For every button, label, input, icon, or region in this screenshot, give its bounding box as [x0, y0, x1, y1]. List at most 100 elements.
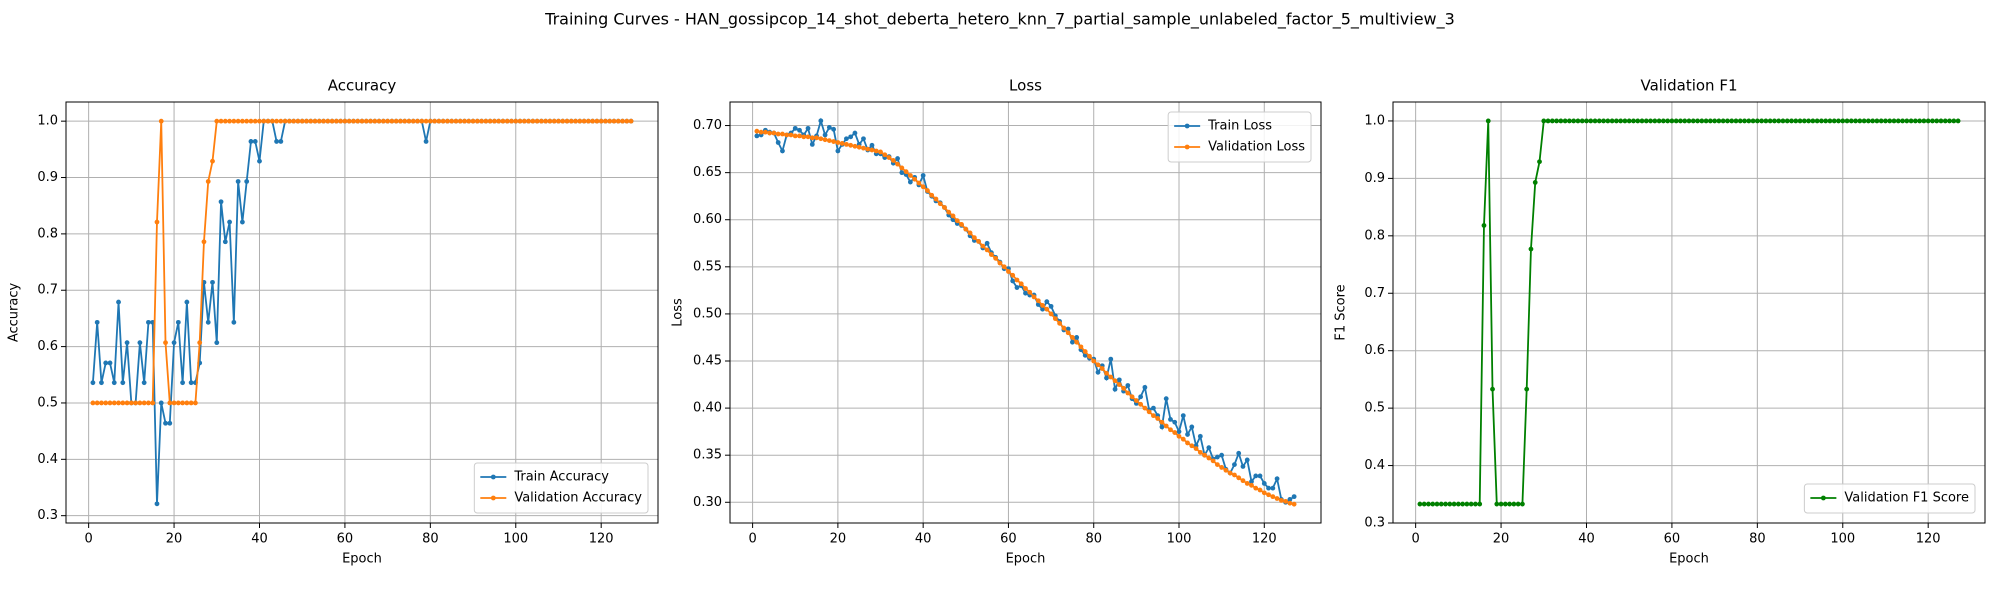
data-point	[1507, 501, 1513, 507]
y-tick-label: 0.4	[1364, 458, 1385, 473]
data-point	[1044, 306, 1050, 312]
data-point	[103, 360, 109, 366]
data-point	[984, 247, 990, 253]
data-point	[852, 143, 858, 149]
data-point	[154, 219, 160, 225]
data-point	[1108, 356, 1114, 362]
data-point	[1142, 405, 1148, 411]
data-point	[792, 125, 798, 131]
data-point	[1040, 303, 1045, 308]
data-point	[1554, 118, 1559, 124]
data-point	[257, 158, 262, 164]
data-point	[1451, 501, 1457, 507]
data-point	[193, 400, 198, 406]
data-point	[308, 118, 314, 124]
data-point	[137, 340, 143, 346]
data-point	[453, 118, 459, 124]
data-point	[1455, 501, 1461, 507]
data-point	[1579, 118, 1585, 124]
data-point	[1682, 118, 1688, 124]
data-point	[895, 156, 900, 161]
x-tick-label: 60	[1000, 532, 1017, 547]
data-point	[402, 118, 408, 124]
data-point	[1023, 286, 1028, 291]
y-tick-label: 0.45	[693, 354, 722, 369]
data-point	[1142, 384, 1148, 390]
data-point	[1274, 476, 1280, 482]
data-point	[814, 135, 819, 141]
data-point	[1673, 118, 1679, 124]
data-point	[1040, 306, 1045, 312]
data-point	[1460, 501, 1466, 507]
data-point	[1690, 118, 1696, 124]
data-point	[1168, 427, 1173, 433]
data-point	[581, 118, 587, 124]
data-point	[509, 118, 514, 124]
data-point	[577, 118, 583, 124]
data-point	[1057, 320, 1063, 326]
x-tick-label: 120	[1252, 532, 1277, 547]
data-point	[1180, 436, 1186, 442]
data-point	[1904, 118, 1910, 124]
data-point	[210, 279, 215, 285]
data-point	[231, 118, 237, 124]
data-point	[321, 118, 326, 124]
data-point	[1464, 501, 1470, 507]
data-point	[1712, 118, 1718, 124]
data-point	[1545, 118, 1551, 124]
data-point	[1146, 409, 1152, 415]
data-point	[99, 400, 104, 406]
data-point	[844, 136, 849, 142]
data-point	[1266, 485, 1271, 491]
data-point	[1485, 118, 1491, 124]
y-axis-label: Accuracy	[7, 283, 22, 343]
data-point	[496, 118, 502, 124]
data-point	[882, 152, 888, 158]
data-point	[1951, 118, 1957, 124]
data-point	[1912, 118, 1918, 124]
data-point	[1596, 118, 1602, 124]
x-axis-label: Epoch	[1669, 552, 1709, 567]
data-point	[1716, 118, 1722, 124]
data-point	[1558, 118, 1564, 124]
y-tick-label: 0.55	[693, 259, 722, 274]
data-point	[801, 134, 807, 140]
data-point	[171, 340, 177, 346]
data-point	[1622, 118, 1628, 124]
data-point	[826, 138, 832, 144]
data-point	[1133, 398, 1139, 403]
data-point	[1091, 358, 1097, 364]
data-point	[1116, 382, 1122, 387]
data-point	[1473, 501, 1478, 507]
data-point	[261, 118, 267, 124]
data-point	[1703, 118, 1709, 124]
data-point	[1665, 118, 1671, 124]
x-tick-label: 40	[915, 532, 932, 547]
data-point	[423, 139, 429, 144]
data-point	[240, 118, 245, 124]
data-point	[1601, 118, 1606, 124]
data-point	[1035, 298, 1041, 304]
data-point	[1014, 285, 1020, 290]
subplot: 0 20 40 60 80 100 120 0.3 0.4 0.5 0.6 0.7 0.8 0.9 1.0 V…	[1334, 77, 1986, 567]
data-point	[1759, 118, 1765, 124]
x-axis-label: Epoch	[342, 552, 382, 567]
data-point	[1065, 330, 1071, 336]
data-point	[797, 127, 802, 133]
data-point	[1155, 416, 1161, 421]
data-point	[1592, 118, 1598, 124]
data-point	[205, 179, 211, 184]
data-point	[950, 213, 956, 219]
data-point	[1176, 429, 1182, 435]
data-point	[227, 219, 232, 225]
data-point	[235, 179, 241, 184]
data-point	[1810, 118, 1816, 124]
data-point	[231, 319, 237, 325]
data-point	[436, 118, 442, 124]
data-point	[1532, 180, 1538, 185]
y-tick-label: 0.8	[37, 226, 58, 241]
data-point	[116, 299, 121, 305]
data-point	[210, 158, 215, 164]
data-point	[1584, 118, 1589, 124]
data-point	[1678, 118, 1683, 124]
